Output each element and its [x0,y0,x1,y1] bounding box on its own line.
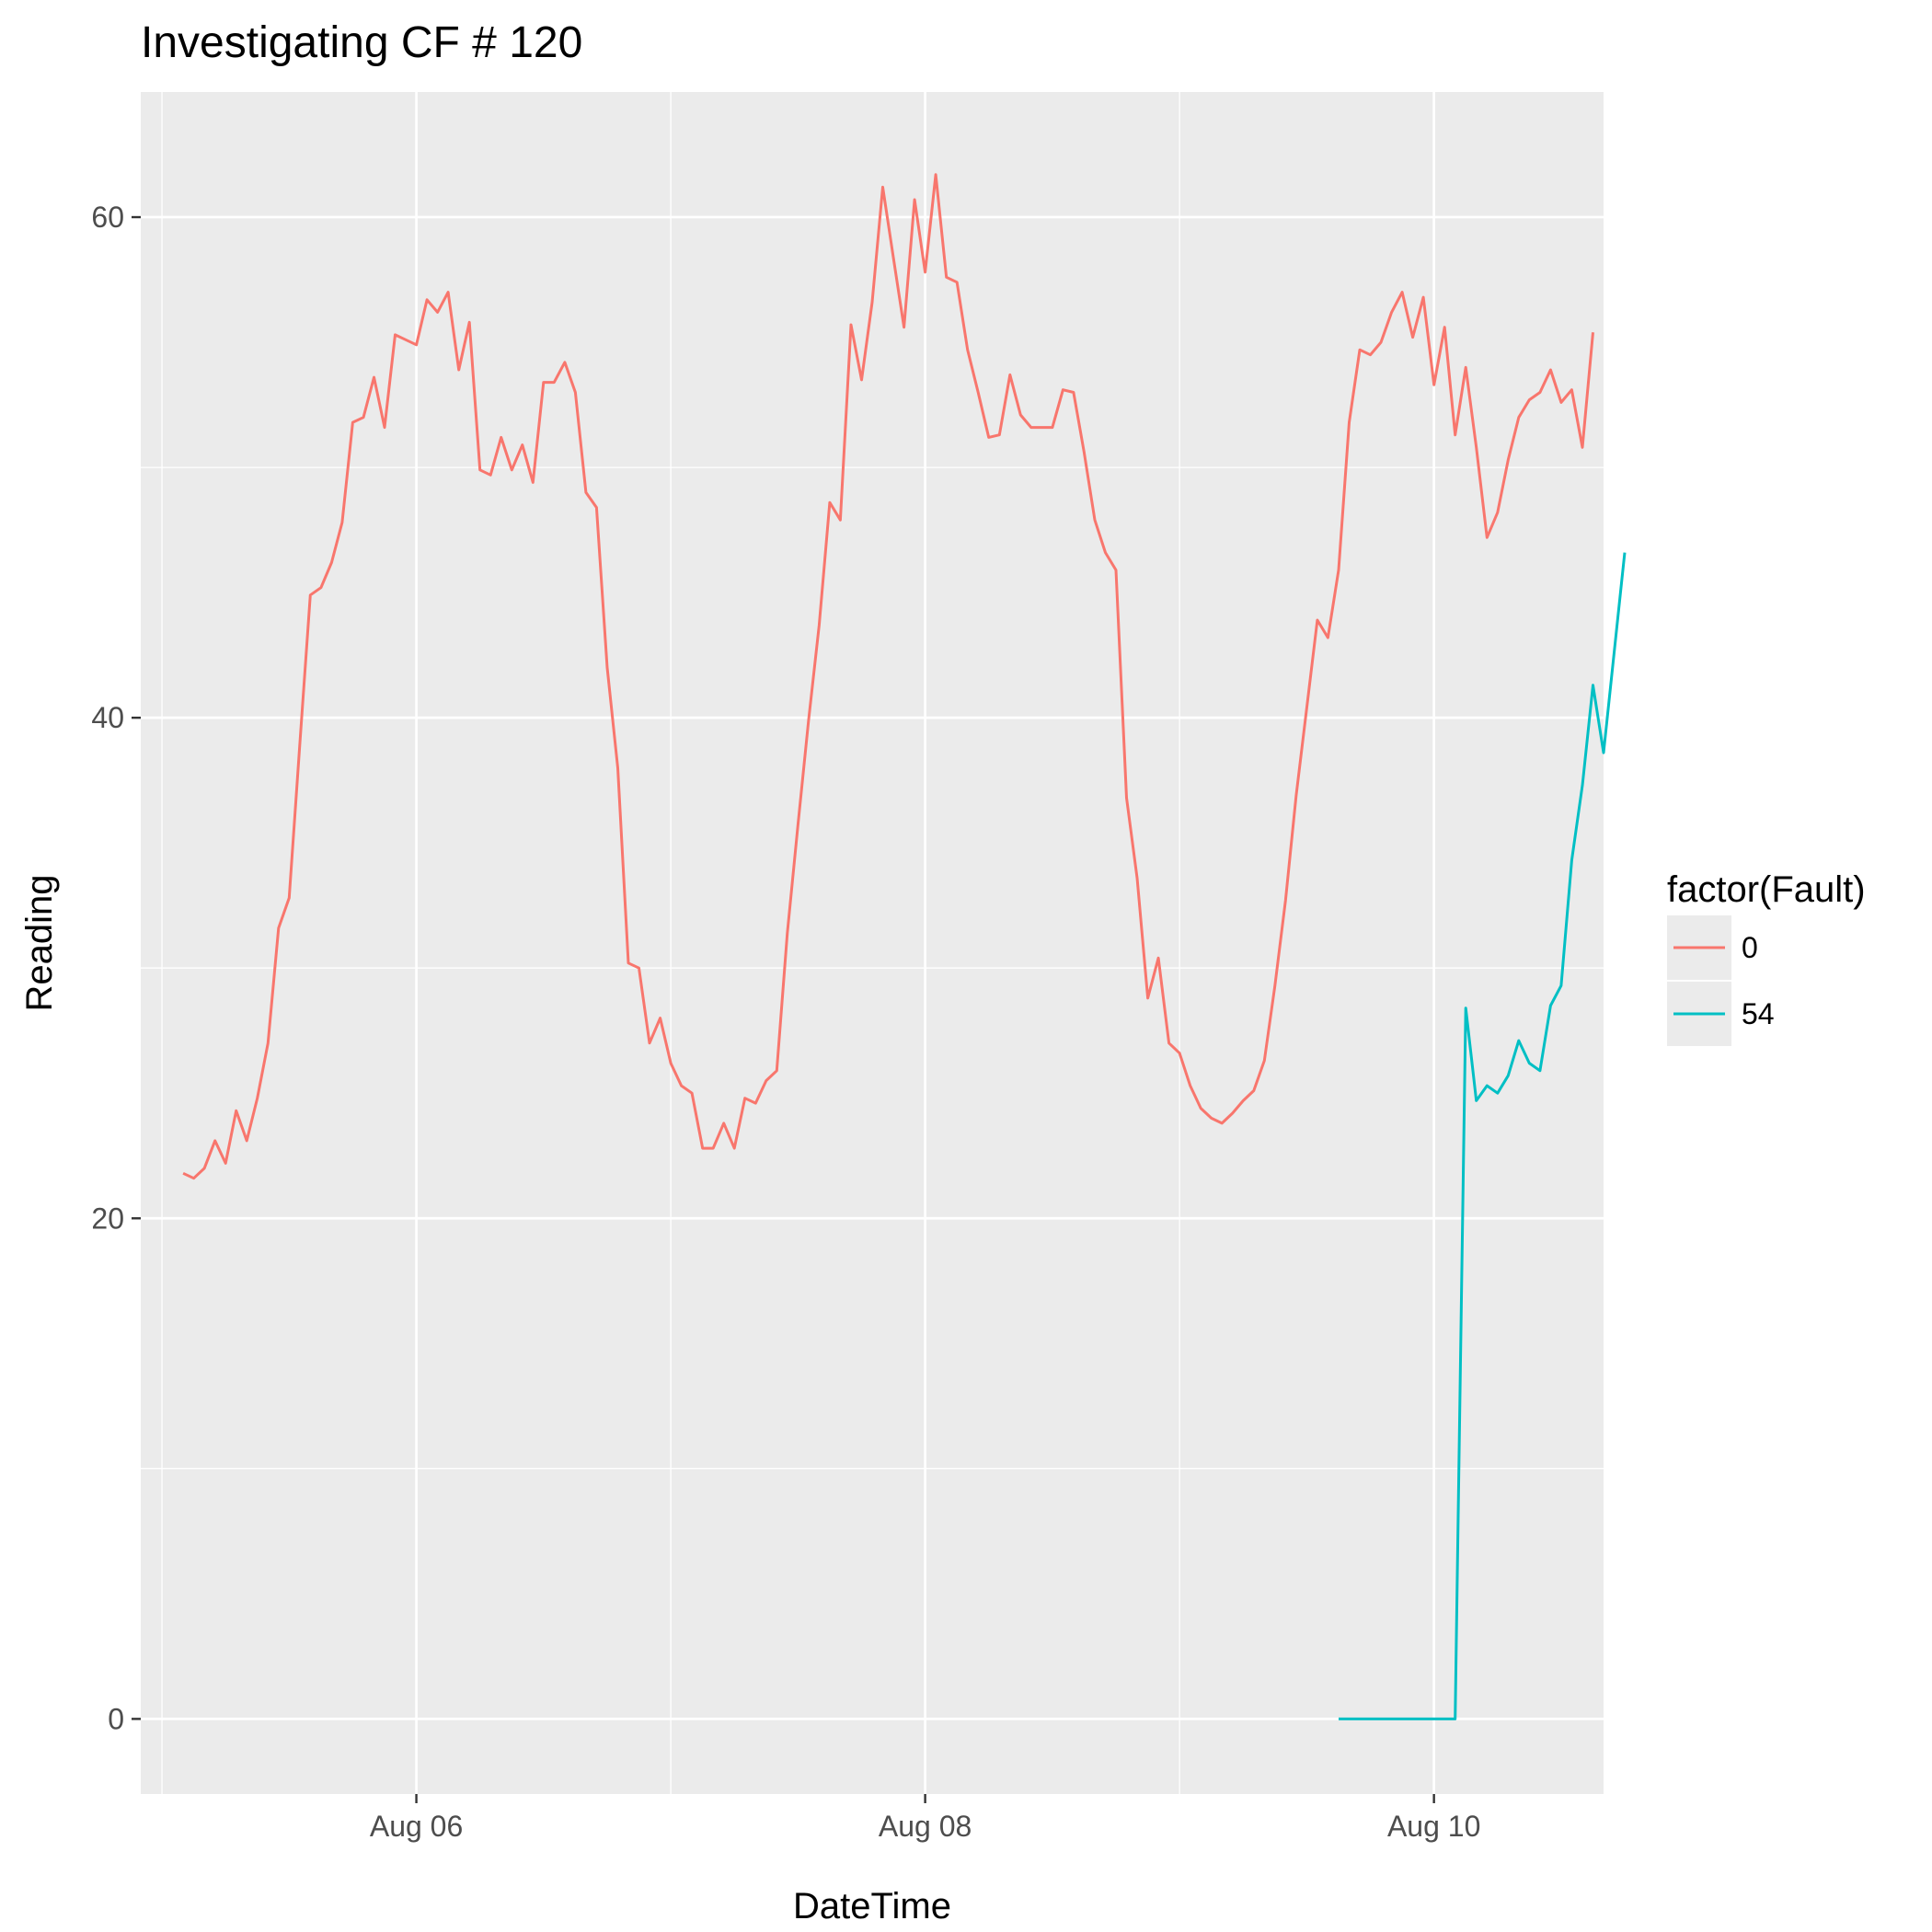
legend-label: 0 [1742,931,1758,964]
grid-minor [141,92,1604,1794]
y-tick-label: 20 [91,1202,124,1235]
y-axis-title: Reading [19,874,60,1011]
x-tick-label: Aug 10 [1387,1810,1480,1843]
legend-title: factor(Fault) [1667,869,1866,910]
x-tick-label: Aug 08 [879,1810,972,1843]
y-tick-label: 60 [91,201,124,234]
plot-panel [141,92,1604,1794]
legend: factor(Fault) 0 54 [1667,869,1866,1046]
y-tick-label: 40 [91,701,124,734]
y-axis: 0 20 40 60 [91,201,141,1735]
legend-label: 54 [1742,997,1775,1030]
x-axis: Aug 06 Aug 08 Aug 10 [370,1794,1480,1843]
series-line-0 [182,173,1594,1180]
grid-major [141,92,1604,1794]
series-layer [182,173,1627,1720]
chart-title: Investigating CF # 120 [141,18,582,67]
x-tick-label: Aug 06 [370,1810,463,1843]
y-tick-label: 0 [108,1702,124,1735]
series-line-54 [1339,552,1627,1720]
x-axis-title: DateTime [793,1886,951,1926]
